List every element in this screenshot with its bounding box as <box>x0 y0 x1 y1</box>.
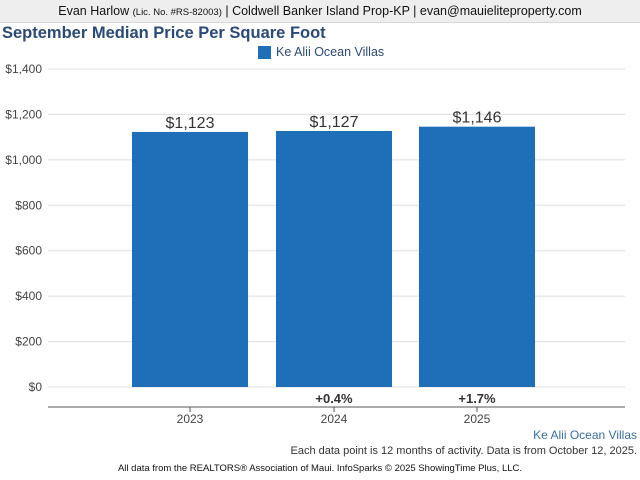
y-tick-label: $0 <box>29 380 43 394</box>
source-label: Ke Alii Ocean Villas <box>533 428 637 442</box>
y-tick-label: $400 <box>15 289 42 303</box>
chart-legend[interactable]: Ke Alii Ocean Villas <box>258 45 384 59</box>
bar-change-label: +0.4% <box>315 391 353 406</box>
bar-value-label: $1,123 <box>166 115 215 132</box>
legend-swatch <box>258 45 271 59</box>
y-tick-label: $800 <box>15 198 42 212</box>
chart-title: September Median Price Per Square Foot <box>2 24 326 42</box>
bar-chart: $0 $200 $400 $600 $800 $1,000 $1,200 $1,400 $1,1… <box>5 62 625 426</box>
y-tick-label: $1,200 <box>5 107 42 121</box>
x-tick-label: 2025 <box>464 412 491 426</box>
legend-label: Ke Alii Ocean Villas <box>276 45 385 59</box>
agent-name: Evan Harlow <box>58 4 130 18</box>
x-tick-label: 2024 <box>321 412 348 426</box>
copyright: All data from the REALTORS® Association … <box>117 463 523 474</box>
x-tick-label: 2023 <box>177 412 204 426</box>
footnote: Each data point is 12 months of activity… <box>290 445 637 457</box>
y-tick-label: $200 <box>15 335 42 349</box>
bar-value-label: $1,146 <box>453 110 502 127</box>
bar-change-label: +1.7% <box>458 391 496 406</box>
bar <box>276 131 392 387</box>
bar <box>132 131 248 387</box>
license-number: (Lic. No. #RS-82003) <box>132 7 222 18</box>
bar-value-label: $1,127 <box>310 114 359 131</box>
y-tick-label: $600 <box>15 244 42 258</box>
brokerage-email: | Coldwell Banker Island Prop-KP | evan@… <box>225 4 582 18</box>
agent-header: Evan Harlow (Lic. No. #RS-82003) | Coldw… <box>0 0 640 23</box>
y-tick-label: $1,000 <box>5 153 42 167</box>
bar <box>419 126 535 388</box>
y-tick-label: $1,400 <box>5 62 42 76</box>
